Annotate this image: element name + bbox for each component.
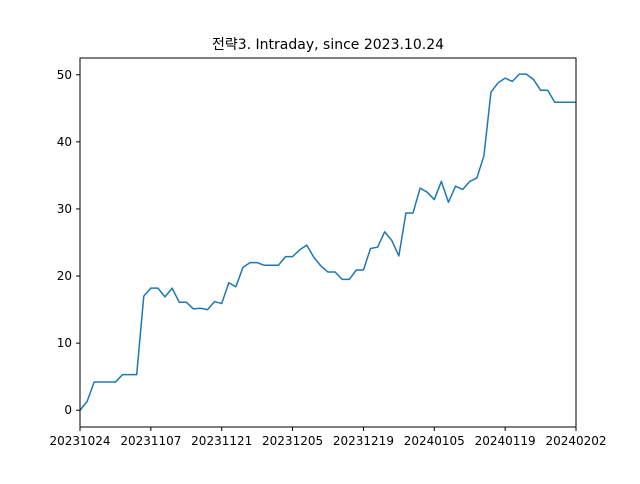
x-tick-label: 20240105 bbox=[404, 434, 465, 448]
y-tick-label: 40 bbox=[57, 135, 72, 149]
y-axis: 0 10 20 30 40 50 bbox=[57, 68, 80, 417]
y-tick-label: 0 bbox=[64, 403, 72, 417]
plot-frame bbox=[79, 57, 577, 428]
plot-line-layer bbox=[79, 73, 576, 411]
x-tick-label: 20240202 bbox=[545, 434, 606, 448]
x-tick-label: 20231024 bbox=[49, 434, 110, 448]
y-tick-label: 20 bbox=[57, 269, 72, 283]
x-tick-label: 20231205 bbox=[262, 434, 323, 448]
series-line-0 bbox=[79, 73, 576, 411]
x-tick-label: 20231219 bbox=[333, 434, 394, 448]
y-tick-label: 10 bbox=[57, 336, 72, 350]
x-tick-label: 20231107 bbox=[120, 434, 181, 448]
x-tick-label: 20231121 bbox=[191, 434, 252, 448]
chart-title: 전략3. Intraday, since 2023.10.24 bbox=[212, 37, 444, 53]
y-tick-label: 50 bbox=[57, 68, 72, 82]
x-axis: 20231024 20231107 20231121 20231205 20231219… bbox=[49, 427, 607, 448]
y-tick-label: 30 bbox=[57, 202, 72, 216]
x-tick-label: 20240119 bbox=[475, 434, 536, 448]
